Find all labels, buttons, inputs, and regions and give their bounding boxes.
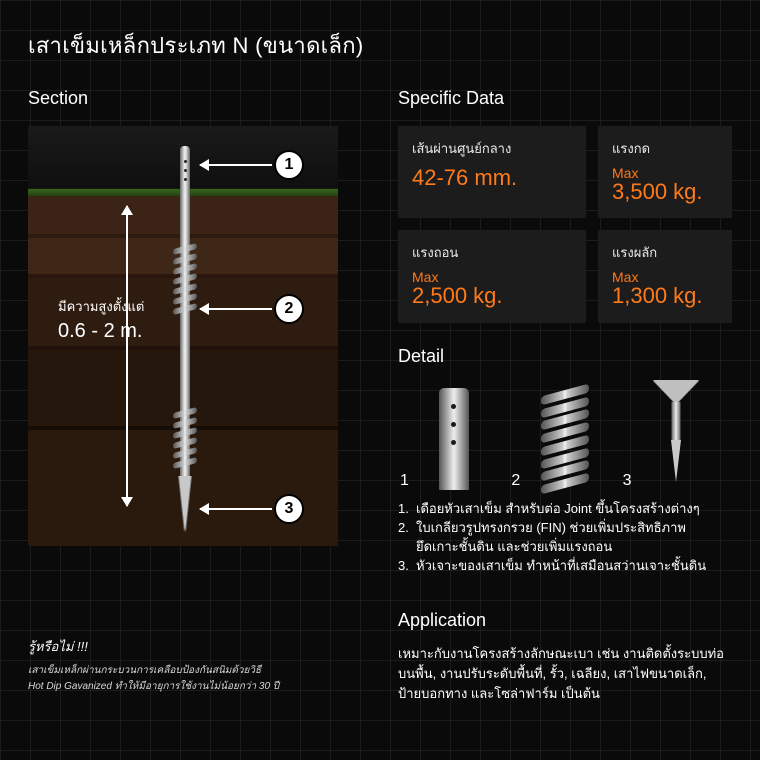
callout-arrow-2-icon	[200, 308, 272, 310]
detail-item-3: 3	[621, 380, 732, 490]
detail-list-row: 3. หัวเจาะของเสาเข็ม ทำหน้าที่เสมือนสว่า…	[398, 557, 732, 576]
detail-item-2: 2	[509, 380, 620, 490]
detail-list-num: 1.	[398, 500, 416, 519]
detail-list-row: 2. ใบเกลียวรูปทรงกรวย (FIN) ช่วยเพิ่มประ…	[398, 519, 732, 538]
card-value: 42-76 mm.	[412, 165, 572, 190]
card-label: แรงผลัก	[612, 242, 718, 263]
detail-list-text: ใบเกลียวรูปทรงกรวย (FIN) ช่วยเพิ่มประสิท…	[416, 519, 686, 538]
section-heading: Section	[28, 88, 88, 109]
callout-2: 2	[274, 294, 304, 324]
detail-list-row: ยึดเกาะชั้นดิน และช่วยเพิ่มแรงถอน	[398, 538, 732, 557]
page-title: เสาเข็มเหล็กประเภท N (ขนาดเล็ก)	[28, 28, 364, 63]
detail-list-row: 1. เดือยหัวเสาเข็ม สำหรับต่อ Joint ขึ้นโ…	[398, 500, 732, 519]
detail-list-num: 2.	[398, 519, 416, 538]
height-arrow-icon	[126, 206, 128, 506]
tip-line-2: Hot Dip Gavanized ทำให้มีอายุการใช้งานไม…	[28, 679, 358, 695]
application-text: เหมาะกับงานโครงสร้างลักษณะเบา เช่น งานติ…	[398, 644, 732, 704]
detail-num-2: 2	[511, 472, 520, 490]
detail-item-1: 1	[398, 380, 509, 490]
tip-block: รู้หรือไม่ !!! เสาเข็มเหล็กผ่านกระบวนการ…	[28, 636, 358, 694]
screw-tip-icon	[653, 380, 699, 482]
height-label: มีความสูงตั้งแต่ 0.6 - 2 m.	[58, 298, 168, 345]
section-diagram: มีความสูงตั้งแต่ 0.6 - 2 m. 1 2 3	[28, 126, 338, 546]
card-value: 3,500 kg.	[612, 179, 718, 204]
detail-illustrations: 1 2 3	[398, 380, 732, 490]
card-lateral: แรงผลัก Max 1,300 kg.	[598, 230, 732, 322]
card-compression: แรงกด Max 3,500 kg.	[598, 126, 732, 218]
card-tension: แรงถอน Max 2,500 kg.	[398, 230, 586, 322]
specific-data-cards: เส้นผ่านศูนย์กลาง 42-76 mm. แรงกด Max 3,…	[398, 126, 732, 323]
callout-arrow-1-icon	[200, 164, 272, 166]
callout-3: 3	[274, 494, 304, 524]
detail-list-num	[398, 538, 416, 557]
application-heading: Application	[398, 610, 486, 631]
detail-num-3: 3	[623, 472, 632, 490]
detail-heading: Detail	[398, 346, 444, 367]
tip-title: รู้หรือไม่ !!!	[28, 636, 358, 657]
card-label: แรงกด	[612, 138, 718, 159]
detail-list-text: หัวเจาะของเสาเข็ม ทำหน้าที่เสมือนสว่านเจ…	[416, 557, 706, 576]
callout-arrow-3-icon	[200, 508, 272, 510]
screw-helix-icon	[541, 388, 589, 490]
detail-list-text: เดือยหัวเสาเข็ม สำหรับต่อ Joint ขึ้นโครง…	[416, 500, 700, 519]
card-label: เส้นผ่านศูนย์กลาง	[412, 138, 572, 159]
detail-list-num: 3.	[398, 557, 416, 576]
specific-data-heading: Specific Data	[398, 88, 504, 109]
detail-list: 1. เดือยหัวเสาเข็ม สำหรับต่อ Joint ขึ้นโ…	[398, 500, 732, 575]
card-diameter: เส้นผ่านศูนย์กลาง 42-76 mm.	[398, 126, 586, 218]
card-value: 2,500 kg.	[412, 283, 572, 308]
ground-screw-icon	[176, 146, 194, 526]
card-label: แรงถอน	[412, 242, 572, 263]
height-label-text: มีความสูงตั้งแต่	[58, 299, 144, 314]
tip-line-1: เสาเข็มเหล็กผ่านกระบวนการเคลือบป้องกันสน…	[28, 663, 358, 679]
screw-head-icon	[439, 388, 469, 490]
detail-num-1: 1	[400, 472, 409, 490]
detail-list-text: ยึดเกาะชั้นดิน และช่วยเพิ่มแรงถอน	[416, 538, 612, 557]
height-value: 0.6 - 2 m.	[58, 318, 168, 345]
callout-1: 1	[274, 150, 304, 180]
card-value: 1,300 kg.	[612, 283, 718, 308]
